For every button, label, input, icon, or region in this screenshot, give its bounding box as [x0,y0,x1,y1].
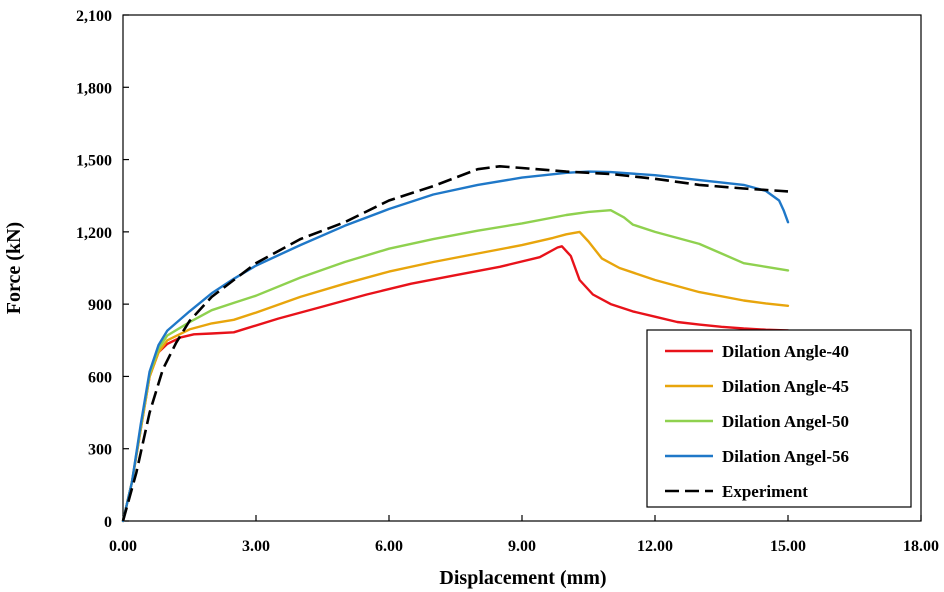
y-axis-title: Force (kN) [3,222,25,314]
legend-label-4: Dilation Angel-56 [722,447,849,466]
x-tick-label: 3.00 [242,538,270,555]
x-tick-label: 0.00 [109,538,137,555]
y-tick-label: 1,500 [76,153,112,170]
series-line-2 [121,230,790,523]
axes [122,14,922,522]
legend: Dilation Angle-40 Dilation Angle-45 Dilati… [646,329,912,508]
series-layer [121,165,790,523]
y-tick-label: 600 [88,369,112,386]
x-tick-label: 12.00 [637,538,673,555]
legend-label-2: Dilation Angle-45 [722,377,849,396]
series-line-1 [121,245,790,523]
x-axis-title: Displacement (mm) [439,567,606,589]
tick-labels: 0.00 3.00 6.00 9.00 12.00 15.00 18.00 0 300 600 90… [76,8,939,555]
x-tick-label: 9.00 [508,538,536,555]
series-line-5 [121,165,789,522]
x-tick-label: 6.00 [375,538,403,555]
series-line-3 [121,209,790,523]
x-tick-label: 18.00 [903,538,939,555]
y-tick-label: 1,800 [76,80,112,97]
y-tick-label: 900 [88,297,112,314]
legend-label-3: Dilation Angel-50 [722,412,849,431]
series-line-4 [121,170,790,523]
x-tick-label: 15.00 [770,538,806,555]
legend-label-1: Dilation Angle-40 [722,342,849,361]
y-tick-label: 0 [104,514,112,531]
legend-box [646,329,912,508]
legend-label-5: Experiment [722,482,808,501]
y-tick-label: 1,200 [76,225,112,242]
y-tick-label: 300 [88,442,112,459]
y-tick-label: 2,100 [76,8,112,25]
